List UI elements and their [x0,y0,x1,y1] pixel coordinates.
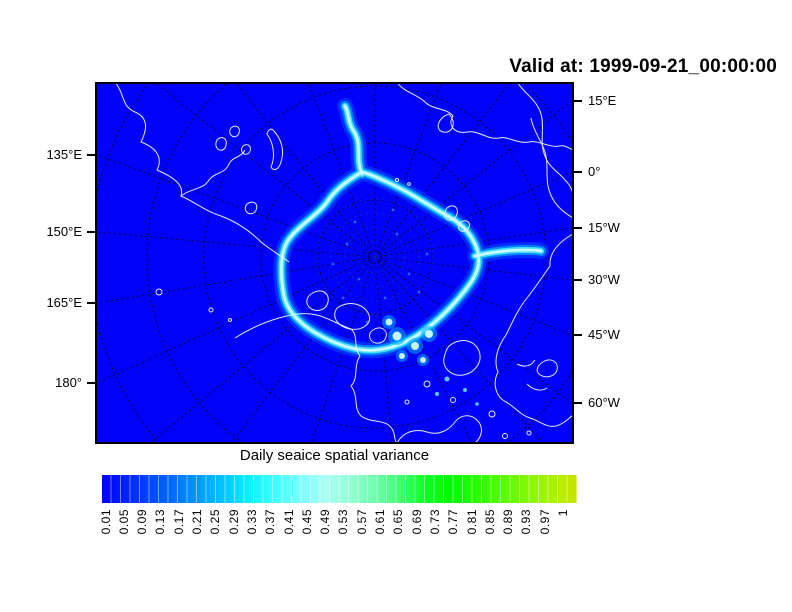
left-axis-label: 180° [55,375,82,390]
colorbar-tick-label: 0.97 [537,509,552,535]
right-axis-label: 45°W [588,327,620,342]
left-axis-tick [87,382,95,384]
right-axis-label: 15°W [588,220,620,235]
ice-ring-core [280,104,543,352]
colorbar-segment-separators [102,475,577,503]
arctic-map [97,84,572,442]
colorbar-tick-label: 0.73 [427,509,442,535]
colorbar-tick-label: 0.05 [116,509,131,535]
right-axis-label: 15°E [588,93,617,108]
colorbar-tick-label: 0.01 [98,509,113,535]
right-axis-label: 60°W [588,395,620,410]
ice-variance-blobs [382,315,479,406]
right-axis-label: 30°W [588,272,620,287]
right-axis-tick [574,227,582,229]
ice-edge-variance-ring [273,98,549,406]
colorbar-tick-label: 0.41 [281,509,296,535]
map-plot-area [95,82,574,444]
colorbar-tick-label: 0.81 [464,509,479,535]
colorbar-tick-label: 0.53 [336,509,351,535]
ocean-background [97,84,572,442]
left-axis-label: 135°E [46,147,82,162]
colorbar-tick-label: 0.89 [501,509,516,535]
right-axis-tick [574,334,582,336]
colorbar [102,475,577,503]
colorbar-tick-label: 1 [556,509,570,517]
colorbar-tick-label: 0.77 [446,509,461,535]
colorbar-tick-label: 0.09 [135,509,150,535]
pack-ice-speckle [316,198,434,324]
colorbar-tick-label: 0.33 [244,509,259,535]
left-axis-tick [87,231,95,233]
colorbar-tick-label: 0.61 [373,509,387,535]
colorbar-tick-label: 0.25 [208,509,223,535]
left-axis-label: 150°E [46,224,82,239]
left-axis-tick [87,154,95,156]
colorbar-tick-label: 0.29 [226,509,241,535]
right-axis-tick [574,171,582,173]
left-axis-tick [87,302,95,304]
right-axis-tick [574,100,582,102]
colorbar-tick-label: 0.85 [482,509,497,535]
right-axis-tick [574,402,582,404]
colorbar-tick-label: 0.13 [153,509,168,535]
colorbar-tick-label: 0.69 [409,509,424,535]
colorbar-tick-label: 0.57 [354,509,369,535]
colorbar-caption: Daily seaice spatial variance [239,447,430,464]
coastlines [115,84,572,442]
plot-title: Valid at: 1999-09-21_00:00:00 [509,56,777,77]
right-axis-tick [574,279,582,281]
colorbar-tick-label: 0.49 [318,509,333,535]
colorbar-tick-label: 0.65 [391,509,406,535]
colorbar-tick-label: 0.17 [171,509,186,535]
right-axis-label: 0° [588,164,601,179]
colorbar-tick-label: 0.21 [190,509,204,535]
colorbar-tick-label: 0.45 [299,509,314,535]
left-axis-label: 165°E [46,295,82,310]
colorbar-tick-label: 0.93 [519,509,534,535]
colorbar-tick-label: 0.37 [263,509,278,535]
